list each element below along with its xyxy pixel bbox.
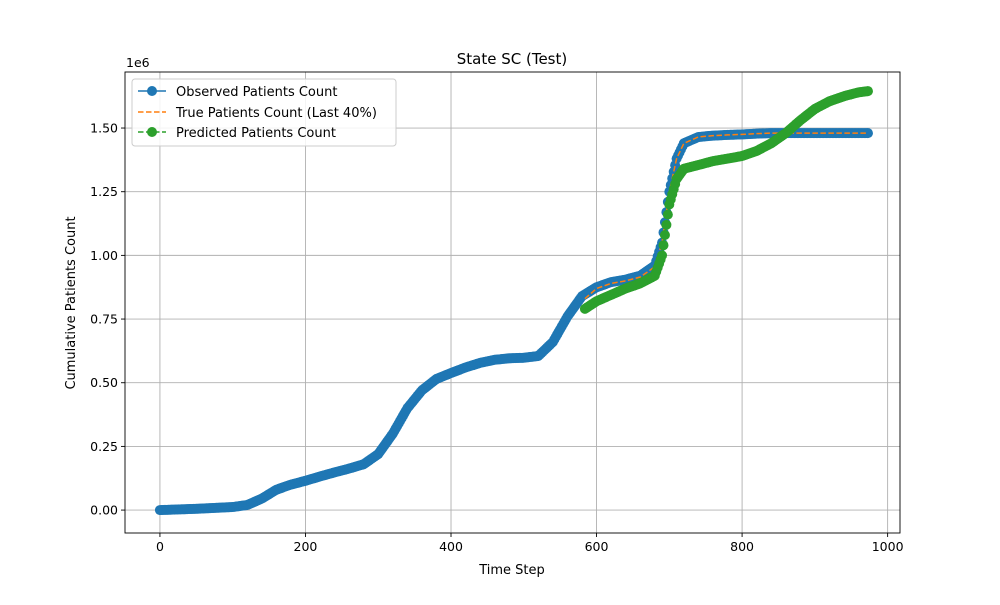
plot-frame: [124, 71, 901, 534]
data-point-predicted: [659, 230, 670, 241]
y-tick-label: 0.00: [90, 503, 118, 518]
y-tick-label: 0.75: [90, 312, 118, 327]
legend-marker-predicted: [147, 127, 157, 137]
legend-box: [131, 78, 397, 147]
x-tick-label: 1000: [872, 539, 904, 554]
y-tick-label: 0.25: [90, 439, 118, 454]
y-tick-label: 1.50: [90, 121, 118, 136]
legend-label-observed: Observed Patients Count: [176, 85, 337, 100]
y-tick-label: 1.00: [90, 248, 118, 263]
series-predicted: [579, 86, 873, 314]
y-tick-label: 1.25: [90, 184, 118, 199]
x-tick-label: 0: [156, 539, 164, 554]
x-tick-label: 400: [439, 539, 463, 554]
series-line-predicted: [584, 90, 869, 310]
y-axis-scale-label: 1e6: [126, 55, 150, 70]
legend-label-predicted: Predicted Patients Count: [176, 126, 336, 141]
y-axis-title: Cumulative Patients Count: [64, 216, 79, 389]
legend-label-true: True Patients Count (Last 40%): [175, 106, 377, 121]
y-tick-label: 0.50: [90, 375, 118, 390]
series-true: [584, 132, 868, 300]
x-axis-title: Time Step: [478, 563, 545, 578]
legend-marker-observed: [147, 86, 157, 96]
x-tick-label: 800: [730, 539, 754, 554]
legend: Observed Patients Count True Patients Co…: [131, 78, 397, 147]
series-layer: [154, 86, 873, 516]
chart-title: State SC (Test): [457, 50, 567, 68]
tick-layer: 0 200 400 600 800 1000 0.00 0.25 0.50 0.75 1.00 1.2…: [90, 121, 903, 554]
x-tick-label: 200: [294, 539, 318, 554]
series-observed: [154, 128, 873, 516]
x-tick-label: 600: [585, 539, 609, 554]
series-line-true: [584, 132, 868, 300]
